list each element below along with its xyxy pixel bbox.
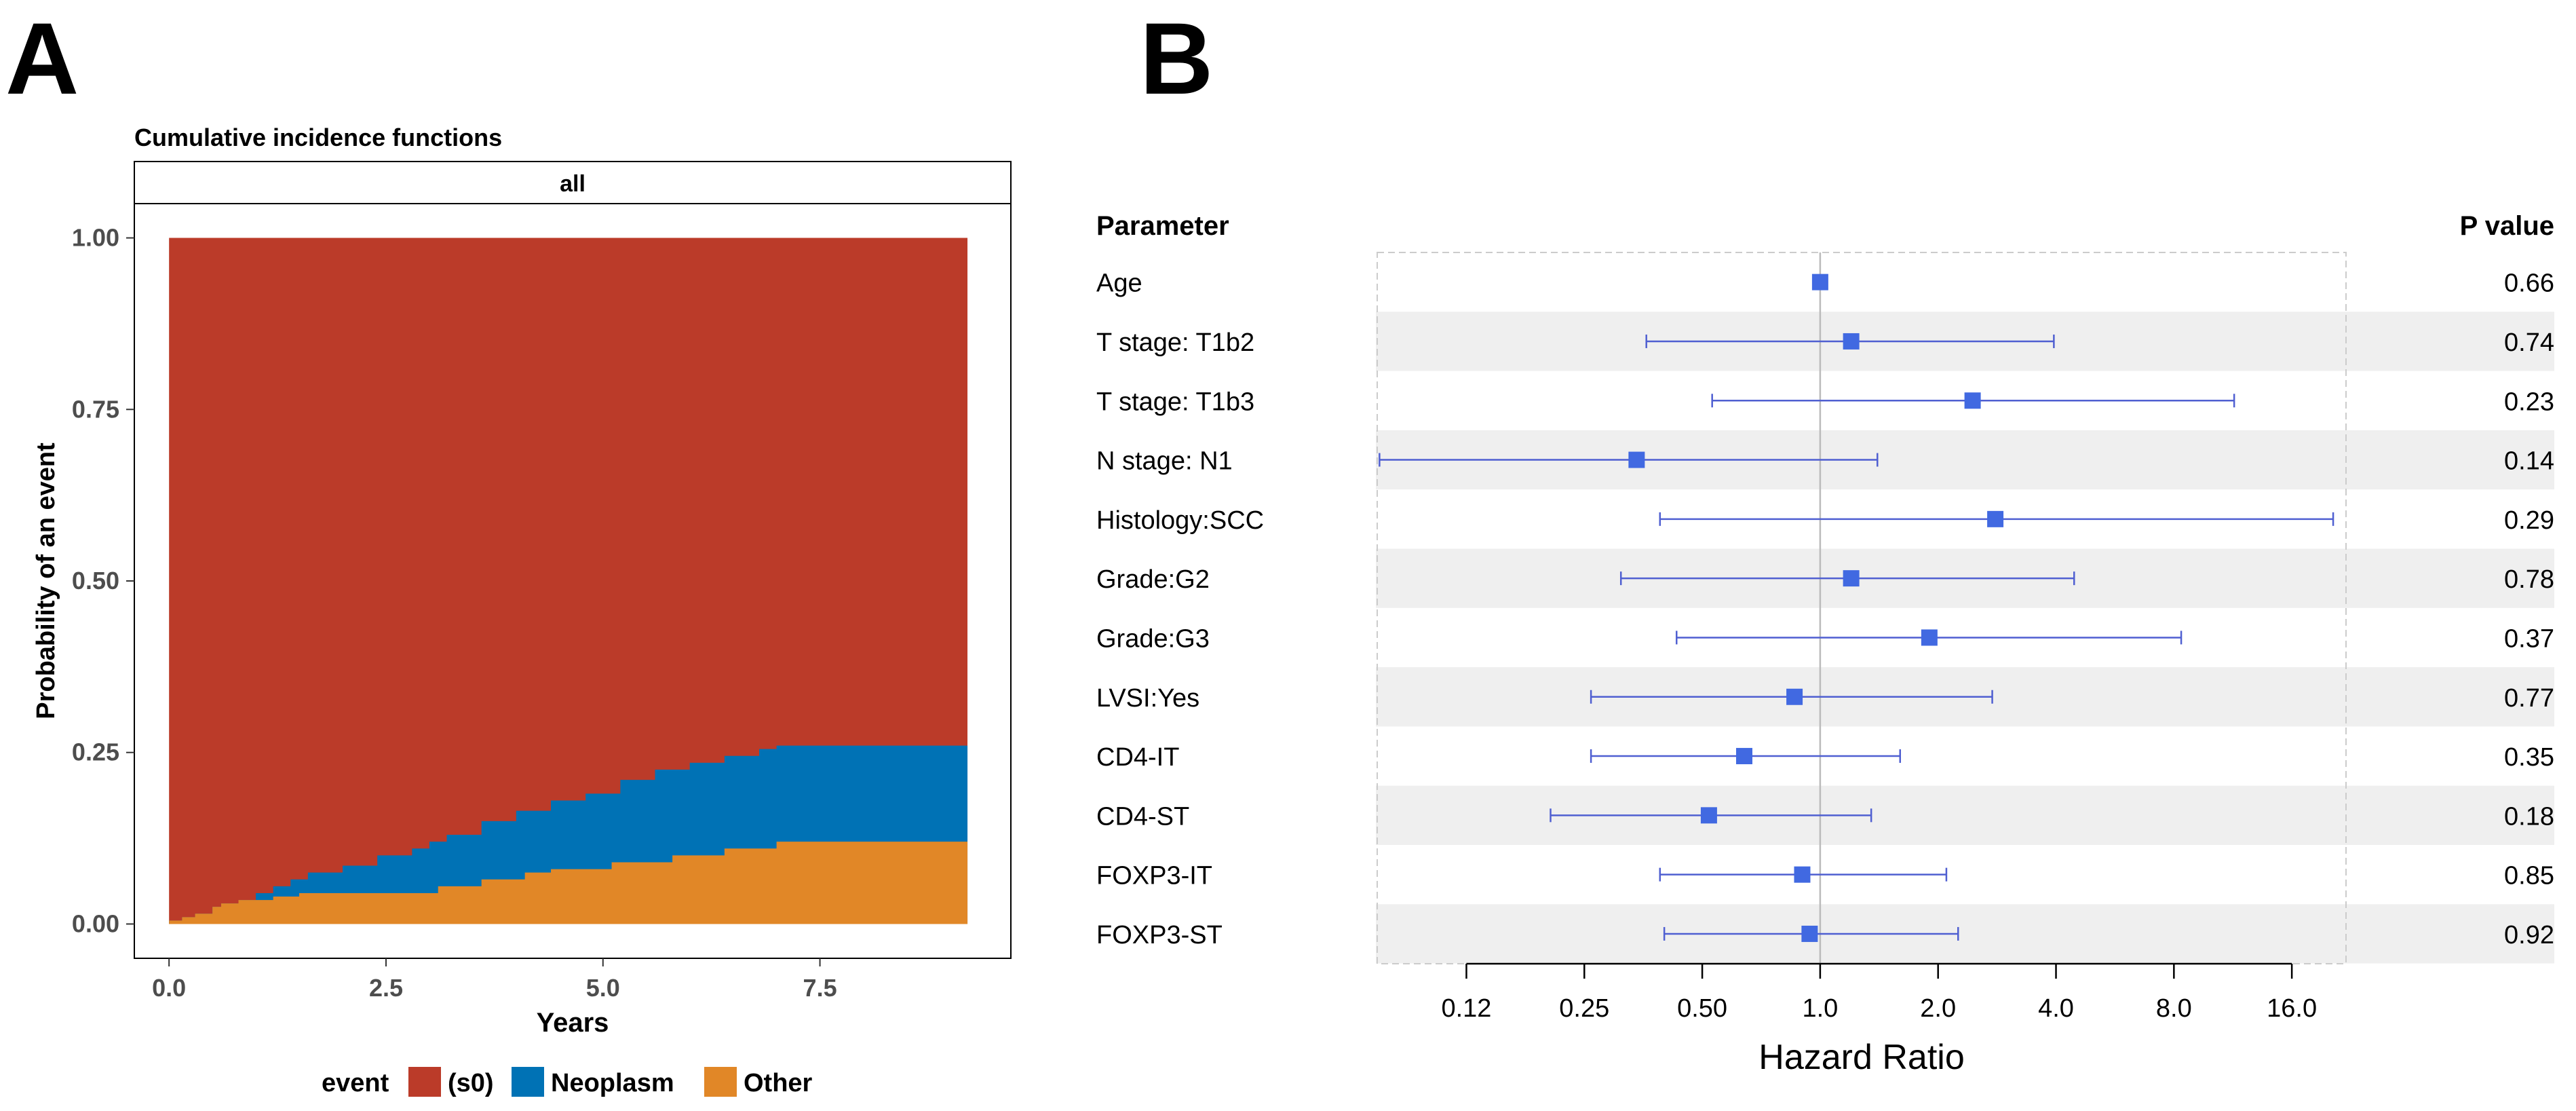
x-tick-label: 2.5 bbox=[369, 974, 403, 1002]
p-value: 0.85 bbox=[2504, 862, 2554, 890]
x-tick-label: 0.0 bbox=[152, 974, 186, 1002]
forest-row: CD4-ST 0.18 bbox=[1096, 802, 2554, 831]
y-axis-title: Probability of an event bbox=[32, 442, 60, 719]
legend-title: event bbox=[322, 1069, 389, 1097]
forest-row: T stage: T1b3 0.23 bbox=[1096, 388, 2554, 416]
parameter-label: Histology:SCC bbox=[1096, 506, 1264, 535]
hr-point bbox=[1786, 688, 1803, 705]
facet-strip bbox=[134, 161, 1012, 204]
hr-point bbox=[1964, 392, 1981, 409]
parameter-label: Grade:G2 bbox=[1096, 565, 1210, 594]
hr-tick-label: 1.0 bbox=[1802, 994, 1838, 1023]
hr-point bbox=[1811, 274, 1828, 290]
hr-point bbox=[1987, 510, 2004, 527]
p-value: 0.66 bbox=[2504, 269, 2554, 298]
hr-point bbox=[1843, 333, 1860, 350]
y-tick-label: 0.25 bbox=[72, 738, 119, 766]
forest-row: T stage: T1b2 0.74 bbox=[1096, 328, 2554, 357]
parameter-label: Grade:G3 bbox=[1096, 624, 1210, 653]
p-value: 0.92 bbox=[2504, 921, 2554, 949]
legend-label-s0: (s0) bbox=[448, 1069, 494, 1097]
facet-strip-label: all bbox=[560, 171, 585, 197]
hr-point bbox=[1843, 570, 1860, 587]
parameter-label: CD4-ST bbox=[1096, 802, 1189, 831]
hr-point bbox=[1794, 866, 1811, 883]
forest-row: N stage: N1 0.14 bbox=[1096, 447, 2554, 476]
forest-row: Grade:G2 0.78 bbox=[1096, 565, 2554, 594]
p-value: 0.14 bbox=[2504, 447, 2554, 476]
parameter-label: Age bbox=[1096, 269, 1142, 298]
hr-point bbox=[1700, 807, 1717, 824]
hr-tick-label: 8.0 bbox=[2156, 994, 2192, 1023]
legend-label-other: Other bbox=[744, 1069, 813, 1097]
forest-row: FOXP3-ST 0.92 bbox=[1096, 921, 2554, 949]
parameter-label: LVSI:Yes bbox=[1096, 684, 1199, 713]
hr-tick-label: 0.12 bbox=[1441, 994, 1491, 1023]
hr-point bbox=[1735, 748, 1752, 765]
parameter-label: CD4-IT bbox=[1096, 743, 1179, 772]
forest-row: CD4-IT 0.35 bbox=[1096, 743, 2554, 772]
p-value: 0.74 bbox=[2504, 328, 2554, 357]
legend-swatch-s0 bbox=[408, 1067, 441, 1097]
x-tick-label: 5.0 bbox=[586, 974, 620, 1002]
hr-point bbox=[1801, 925, 1818, 942]
forest-row: FOXP3-IT 0.85 bbox=[1096, 862, 2554, 890]
hr-tick-label: 2.0 bbox=[1920, 994, 1956, 1023]
hr-axis: 0.12 0.25 0.50 1.0 2.0 4.0 8.0 16.0 bbox=[1441, 962, 2317, 1023]
parameter-label: N stage: N1 bbox=[1096, 447, 1233, 476]
forest-row: Histology:SCC 0.29 bbox=[1096, 506, 2554, 535]
legend-label-neoplasm: Neoplasm bbox=[551, 1069, 674, 1097]
parameter-header: Parameter bbox=[1096, 211, 1229, 241]
parameter-label: FOXP3-IT bbox=[1096, 862, 1212, 890]
forest-plot: Parameter P value Age 0.66 T stage: T1b2 0.… bbox=[1096, 211, 2554, 1077]
hr-tick-label: 0.50 bbox=[1677, 994, 1727, 1023]
hr-tick-label: 0.25 bbox=[1559, 994, 1609, 1023]
y-tick-label: 0.50 bbox=[72, 567, 119, 595]
hr-tick-label: 4.0 bbox=[2038, 994, 2074, 1023]
legend: event (s0) Neoplasm Other bbox=[322, 1067, 813, 1097]
cif-title: Cumulative incidence functions bbox=[134, 124, 502, 151]
panel-b-label: B bbox=[1140, 1, 1213, 115]
parameter-label: T stage: T1b2 bbox=[1096, 328, 1254, 357]
y-tick-label: 1.00 bbox=[72, 224, 119, 252]
stacked-areas bbox=[169, 238, 968, 924]
cif-chart: Cumulative incidence functions all 0.000… bbox=[32, 124, 1012, 1097]
parameter-label: T stage: T1b3 bbox=[1096, 388, 1254, 416]
parameter-label: FOXP3-ST bbox=[1096, 921, 1223, 949]
row-bands bbox=[1376, 312, 2554, 964]
hr-tick-label: 16.0 bbox=[2267, 994, 2317, 1023]
x-axis: 0.0 2.5 5.0 7.5 bbox=[152, 958, 837, 1002]
legend-swatch-neoplasm bbox=[512, 1067, 544, 1097]
y-tick-label: 0.75 bbox=[72, 395, 119, 423]
x-axis-title: Years bbox=[537, 1008, 609, 1038]
hr-point bbox=[1628, 451, 1645, 468]
row-band bbox=[1376, 904, 2554, 964]
forest-rows: Age 0.66 T stage: T1b2 0.74 T stage: T1b3 0.2… bbox=[1096, 269, 2554, 949]
hr-point bbox=[1921, 629, 1938, 646]
hr-axis-title: Hazard Ratio bbox=[1758, 1038, 1964, 1077]
forest-row: Age 0.66 bbox=[1096, 269, 2554, 298]
area-other bbox=[169, 842, 968, 924]
p-value: 0.78 bbox=[2504, 565, 2554, 594]
p-value: 0.18 bbox=[2504, 802, 2554, 831]
panel-a-label: A bbox=[5, 1, 79, 115]
p-value: 0.23 bbox=[2504, 388, 2554, 416]
forest-row: LVSI:Yes 0.77 bbox=[1096, 684, 2554, 713]
p-value: 0.77 bbox=[2504, 684, 2554, 713]
legend-swatch-other bbox=[704, 1067, 737, 1097]
y-axis: 0.00 0.25 0.50 0.75 1.00 bbox=[72, 224, 134, 937]
y-tick-label: 0.00 bbox=[72, 909, 119, 937]
p-value: 0.29 bbox=[2504, 506, 2554, 535]
forest-row: Grade:G3 0.37 bbox=[1096, 624, 2554, 653]
pvalue-header: P value bbox=[2460, 211, 2554, 241]
p-value: 0.35 bbox=[2504, 743, 2554, 772]
p-value: 0.37 bbox=[2504, 624, 2554, 653]
x-tick-label: 7.5 bbox=[803, 974, 837, 1002]
